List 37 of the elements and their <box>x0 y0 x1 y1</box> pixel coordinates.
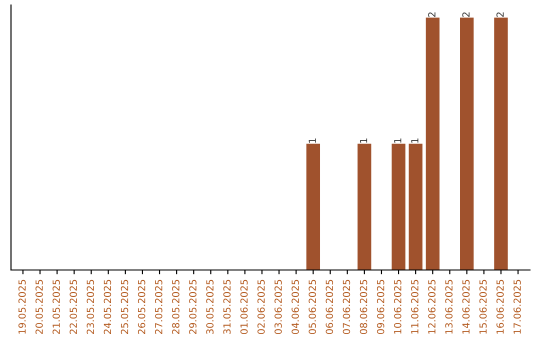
x-tick-label: 08.06.2025 <box>360 280 368 334</box>
data-label: 2 <box>462 12 470 17</box>
x-tick-label: 27.05.2025 <box>154 280 162 334</box>
x-tick-label: 30.05.2025 <box>206 280 214 334</box>
x-tick-label: 10.06.2025 <box>394 280 402 334</box>
x-tick-label: 15.06.2025 <box>479 280 487 334</box>
x-tick-label: 03.06.2025 <box>274 280 282 334</box>
x-tick-label: 04.06.2025 <box>292 280 299 334</box>
x-tick-label: 25.05.2025 <box>120 280 128 334</box>
x-tick-label: 06.06.2025 <box>326 280 334 334</box>
x-tick-label: 12.06.2025 <box>428 280 436 334</box>
x-tick-label: 28.05.2025 <box>172 280 180 334</box>
x-tick-label: 16.06.2025 <box>496 280 504 334</box>
x-tick-label: 07.06.2025 <box>342 280 350 334</box>
x-tick-label: 31.05.2025 <box>223 280 231 334</box>
data-label: 2 <box>428 12 436 17</box>
x-tick-label: 05.06.2025 <box>308 280 316 334</box>
x-tick-label: 26.05.2025 <box>138 280 146 334</box>
data-label: 1 <box>394 138 402 143</box>
x-tick-label: 14.06.2025 <box>462 280 470 334</box>
x-tick-label: 11.06.2025 <box>411 280 418 334</box>
x-tick-label: 17.06.2025 <box>514 280 521 334</box>
data-label: 2 <box>496 12 504 17</box>
x-tick-label: 09.06.2025 <box>376 280 384 334</box>
data-label: 1 <box>308 138 316 143</box>
x-tick-label: 13.06.2025 <box>445 280 453 334</box>
x-tick-label: 24.05.2025 <box>104 280 112 334</box>
x-tick-label: 29.05.2025 <box>189 280 196 334</box>
x-tick-label: 20.05.2025 <box>35 280 43 334</box>
data-label: 1 <box>360 138 368 143</box>
x-tick-label: 21.05.2025 <box>52 280 60 334</box>
x-tick-label: 23.05.2025 <box>86 280 94 334</box>
x-tick-label: 22.05.2025 <box>70 280 77 334</box>
x-tick-label: 02.06.2025 <box>257 280 265 334</box>
x-tick-label: 01.06.2025 <box>240 280 248 334</box>
x-tick-label: 19.05.2025 <box>18 280 26 334</box>
data-label: 1 <box>411 138 418 143</box>
